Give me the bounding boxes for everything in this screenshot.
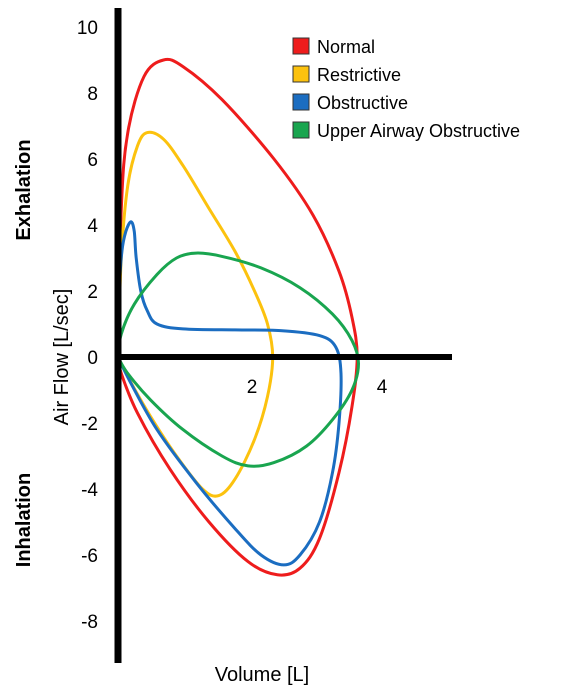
y-tick-label: 10 — [77, 18, 98, 39]
y-tick-label: -8 — [81, 612, 98, 633]
y-tick-label: -2 — [81, 414, 98, 435]
legend-label: Restrictive — [317, 65, 401, 85]
y-tick-labels: 10 8 6 4 2 0 -2 -4 -6 -8 — [77, 18, 99, 633]
x-tick-label: 4 — [377, 377, 388, 398]
y-tick-label: 6 — [87, 150, 98, 171]
legend-label: Obstructive — [317, 93, 408, 113]
series-layer — [116, 57, 360, 577]
series-obstructive-line — [116, 220, 343, 567]
legend-swatch — [292, 65, 310, 83]
x-axis-title: Volume [L] — [215, 664, 310, 686]
legend-swatch — [292, 37, 310, 55]
legend-swatch — [292, 121, 310, 139]
inhalation-label: Inhalation — [13, 473, 35, 567]
series-restrictive-line — [116, 130, 275, 498]
legend-label: Upper Airway Obstructive — [317, 121, 520, 141]
series-upper-airway-obstructive-line — [116, 251, 360, 468]
y-tick-label: 0 — [87, 348, 98, 369]
x-tick-label: 2 — [247, 377, 258, 398]
y-tick-label: -6 — [81, 546, 98, 567]
y-tick-label: 2 — [87, 282, 98, 303]
legend: Normal Restrictive Obstructive Upper Airway… — [292, 37, 520, 141]
y-tick-label: -4 — [81, 480, 98, 501]
y-axis-title: Air Flow [L/sec] — [51, 289, 73, 426]
exhalation-label: Exhalation — [13, 139, 35, 240]
legend-label: Normal — [317, 37, 375, 57]
y-tick-label: 4 — [87, 216, 98, 237]
y-tick-label: 8 — [87, 84, 98, 105]
legend-swatch — [292, 93, 310, 111]
